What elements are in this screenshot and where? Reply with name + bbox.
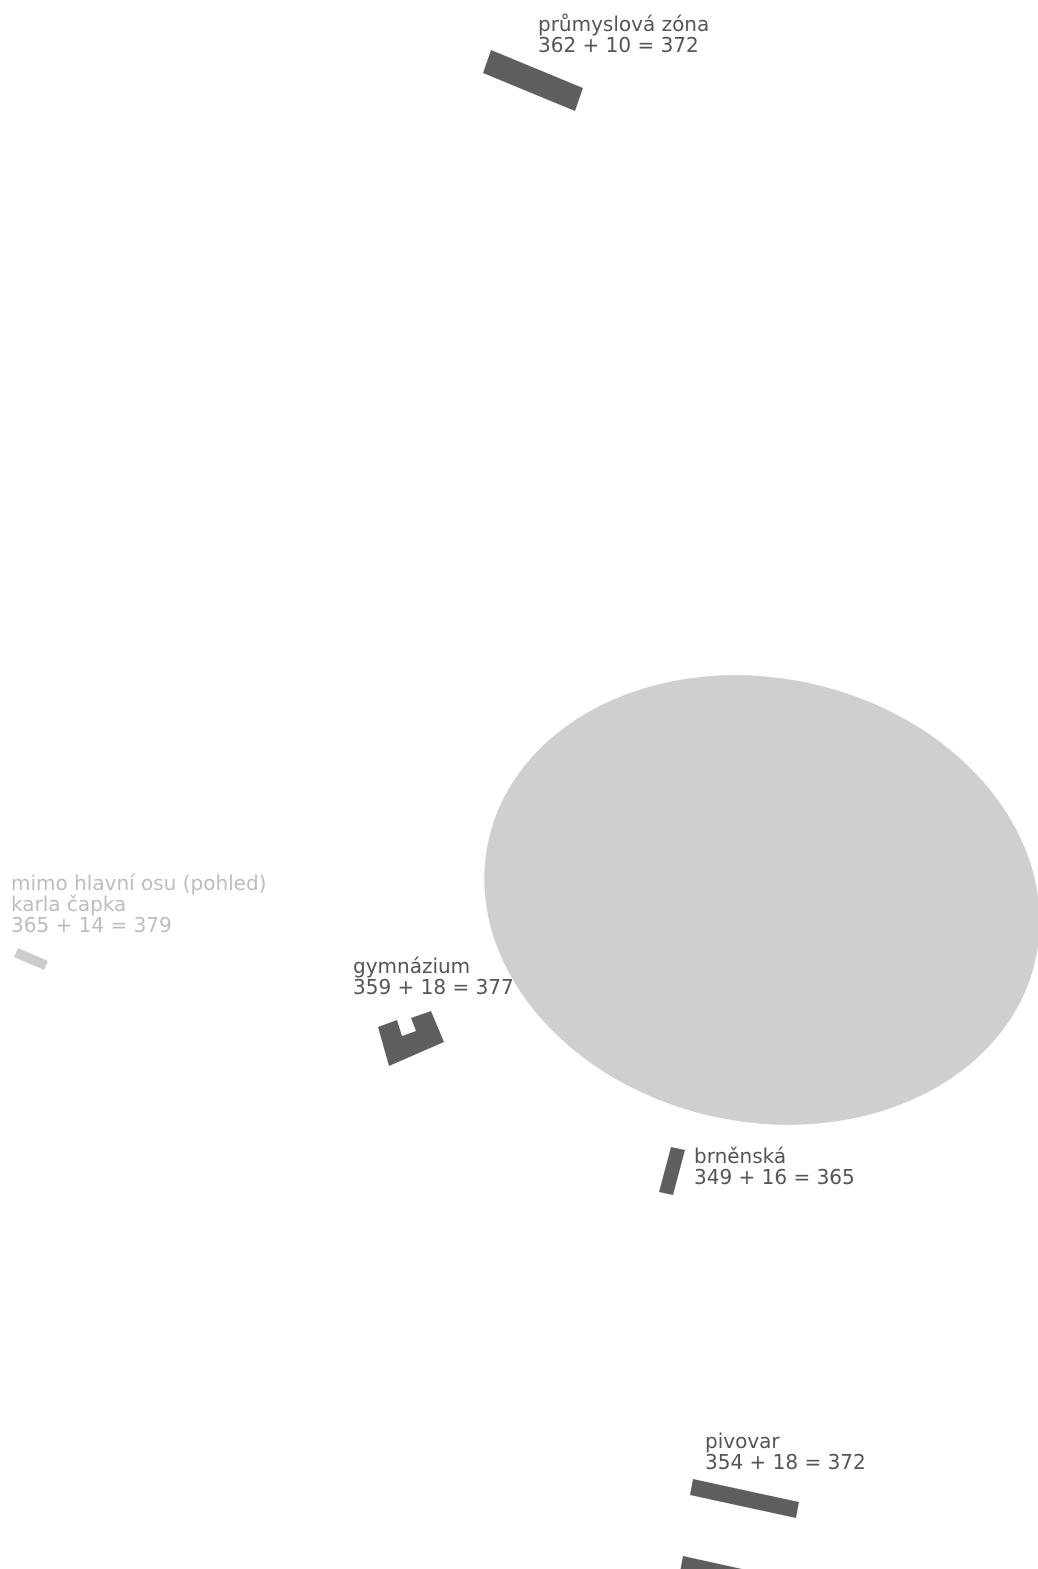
prumyslova-zona-label: průmyslová zóna 362 + 10 = 372 (538, 14, 709, 56)
pivovar-building-lower (680, 1556, 742, 1569)
prumyslova-zona-building (483, 50, 583, 111)
central-area-ellipse (484, 675, 1038, 1125)
gymnazium-label: gymnázium 359 + 18 = 377 (353, 956, 514, 998)
pivovar-calc: 354 + 18 = 372 (705, 1450, 866, 1474)
karla-capka-note: mimo hlavní osu (pohled) (11, 871, 267, 895)
karla-capka-calc: 365 + 14 = 379 (11, 913, 172, 937)
karla-capka-name: karla čapka (11, 892, 127, 916)
gymnazium-calc: 359 + 18 = 377 (353, 975, 514, 999)
karla-capka-building (14, 948, 48, 970)
pivovar-name: pivovar (705, 1429, 780, 1453)
pivovar-label: pivovar 354 + 18 = 372 (705, 1431, 866, 1473)
brnenska-building (659, 1147, 685, 1195)
gymnazium-name: gymnázium (353, 954, 471, 978)
karla-capka-label: mimo hlavní osu (pohled) karla čapka 365… (11, 873, 267, 936)
brnenska-label: brněnská 349 + 16 = 365 (694, 1146, 855, 1188)
prumyslova-zona-calc: 362 + 10 = 372 (538, 33, 699, 57)
brnenska-name: brněnská (694, 1144, 787, 1168)
gymnazium-building (378, 1011, 444, 1066)
pivovar-building-upper (690, 1479, 799, 1518)
brnenska-calc: 349 + 16 = 365 (694, 1165, 855, 1189)
prumyslova-zona-name: průmyslová zóna (538, 12, 710, 36)
